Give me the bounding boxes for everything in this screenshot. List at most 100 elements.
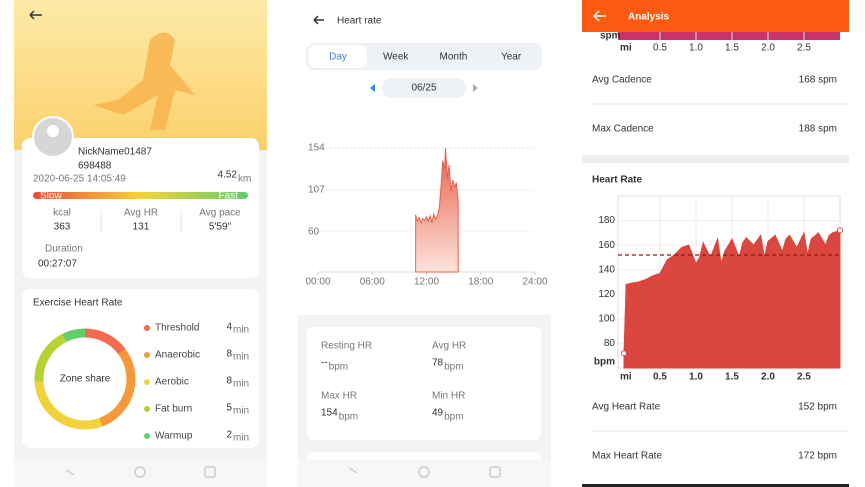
zone-arc [84,328,126,355]
duration: 00:27:07 [38,259,77,270]
start-point [621,350,627,357]
stat-label: kcal [53,208,71,219]
nav-bar [14,458,267,487]
row-value: 152 bpm [798,402,837,413]
y-tick-label: 160 [598,240,615,251]
row-value: 172 bpm [798,451,837,462]
zone-unit: min [233,325,249,336]
zone-unit: min [233,406,249,417]
x-axis-label: mi [620,43,632,54]
y-tick-label: 154 [308,143,325,154]
nav-home[interactable] [134,466,146,478]
y-axis-label: bpm [594,357,615,368]
x-tick-label: 0.5 [653,43,667,54]
nav-back[interactable] [65,469,75,476]
x-tick-label: 1.5 [725,43,739,54]
stat-unit: bpm [339,412,358,423]
x-tick-label: 2.0 [761,372,775,383]
stat-value: -- [321,358,328,369]
zones-title: Exercise Heart Rate [33,298,123,309]
row-label: Max Cadence [592,124,654,135]
hr-area [623,229,841,369]
x-tick-label: 1.0 [689,372,703,383]
back-button[interactable] [593,10,606,22]
nav-back[interactable] [348,467,358,474]
date: 06/25 [411,83,436,94]
zone-minutes: 5 [226,403,232,414]
end-point [837,227,843,234]
zone-unit: min [233,379,249,390]
hr-area [415,147,459,273]
x-tick-label: 24:00 [522,277,547,288]
distance-unit: km [238,174,251,185]
nav-recent[interactable] [204,466,216,478]
cadence-strip [618,32,840,40]
y-tick-label: 140 [598,264,615,275]
stat-label: Avg pace [199,208,241,219]
zone-name: Aerobic [155,377,189,388]
tab[interactable]: Week [383,52,409,63]
stat-value: 363 [54,222,71,233]
y-tick-label: 80 [604,338,616,349]
stat-unit: bpm [444,362,463,373]
y-tick-label: 107 [308,185,325,196]
tab[interactable]: Day [329,52,347,63]
y-tick-label: 180 [598,215,615,226]
screen-title: Analysis [628,12,670,23]
nav-home[interactable] [418,466,430,478]
zone-arc [34,333,67,382]
x-tick-label: 12:00 [414,277,439,288]
x-tick-label: 2.5 [797,43,811,54]
zone-dot [144,379,150,385]
tab[interactable]: Year [501,52,522,63]
zone-minutes: 8 [226,349,232,360]
tab[interactable]: Month [440,52,468,63]
pace-low: Slow [40,191,62,202]
x-tick-label: 0.5 [653,372,667,383]
zone-name: Fat burn [155,404,192,415]
stat-value: 78 [432,358,444,369]
zone-minutes: 2 [226,430,232,441]
stats-card [307,327,541,440]
x-tick-label: 18:00 [468,277,493,288]
row-label: Max Heart Rate [592,451,662,462]
zone-name: Warmup [155,431,193,442]
x-tick-label: 06:00 [360,277,385,288]
distance: 4.52 [218,170,238,181]
back-button[interactable] [29,10,42,20]
zone-dot [144,406,150,412]
zones-card [22,289,259,448]
zone-dot [144,433,150,439]
stat-label: Avg HR [124,208,158,219]
zone-dot [144,352,150,358]
cadence-card [582,32,849,155]
x-tick-label: 1.5 [725,372,739,383]
avatar-icon [47,125,59,137]
stat-label: Min HR [432,391,465,402]
donut-center-label: Zone share [60,374,111,385]
zone-arc [34,381,103,430]
prev-day[interactable] [370,84,375,92]
zone-unit: min [233,433,249,444]
nav-recent[interactable] [489,466,501,478]
nav-bar [298,460,551,487]
stat-value: 131 [133,222,150,233]
x-tick-label: 2.5 [797,372,811,383]
user-name: NickName01487 [78,147,152,158]
row-value: 168 spm [799,75,837,86]
zone-arc [99,348,136,427]
hr-title: Heart Rate [592,175,642,186]
x-axis-label: mi [620,372,632,383]
row-value: 188 spm [799,124,837,135]
next-day[interactable] [473,84,478,92]
x-tick-label: 1.0 [689,43,703,54]
screen-title: Heart rate [337,16,382,27]
y-tick-label: 60 [308,226,320,237]
stat-value: 5'59" [209,222,232,233]
bottom-edge [582,484,849,487]
back-button[interactable] [313,15,324,25]
user-id: 698488 [78,161,112,172]
zone-minutes: 4 [226,322,232,333]
